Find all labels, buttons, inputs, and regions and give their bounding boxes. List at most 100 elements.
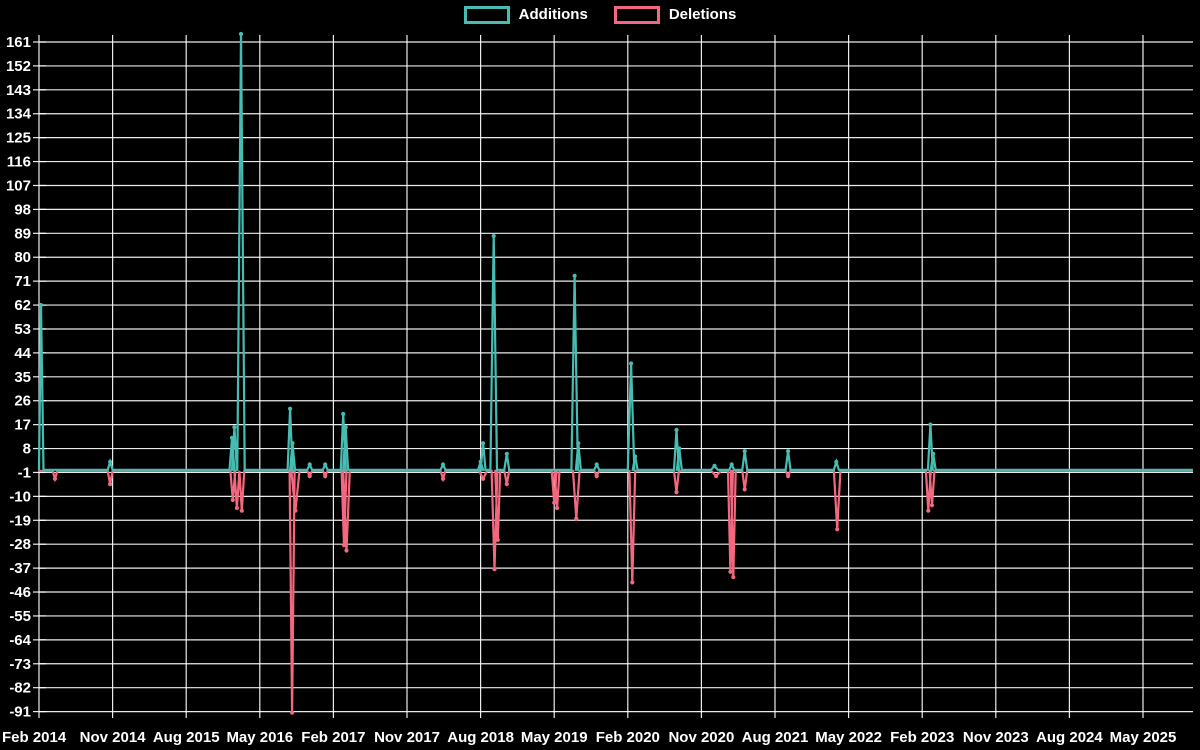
data-point-additions bbox=[674, 427, 679, 432]
y-axis-tick-label: 107 bbox=[6, 177, 31, 194]
y-axis-tick-label: 17 bbox=[14, 417, 31, 434]
data-point-deletions bbox=[440, 476, 446, 481]
legend-item-additions[interactable]: Additions bbox=[463, 5, 588, 25]
data-point-deletions bbox=[714, 474, 719, 479]
legend: Additions Deletions bbox=[0, 5, 1200, 25]
x-axis-tick-label: Aug 2021 bbox=[742, 729, 809, 746]
legend-swatch-additions bbox=[463, 6, 510, 24]
data-point-additions bbox=[491, 233, 496, 239]
y-axis-tick-label: -82 bbox=[9, 680, 31, 697]
data-point-additions bbox=[440, 462, 446, 467]
data-point-additions bbox=[629, 361, 634, 366]
x-axis-tick-label: Nov 2023 bbox=[963, 729, 1029, 746]
y-axis-tick-label: 71 bbox=[14, 273, 31, 290]
data-point-additions bbox=[323, 462, 328, 467]
data-point-additions bbox=[38, 303, 44, 308]
y-axis-tick-label: 116 bbox=[7, 154, 31, 171]
data-point-additions bbox=[576, 441, 581, 446]
data-point-deletions bbox=[341, 543, 347, 548]
y-axis-tick-label: 161 bbox=[6, 34, 31, 51]
legend-item-deletions[interactable]: Deletions bbox=[613, 5, 737, 25]
data-point-deletions bbox=[630, 580, 635, 585]
data-point-deletions bbox=[492, 567, 497, 572]
y-axis-tick-label: 125 bbox=[6, 130, 31, 147]
data-point-additions bbox=[931, 451, 936, 456]
data-point-additions bbox=[729, 462, 734, 467]
data-point-deletions bbox=[323, 474, 328, 479]
data-point-additions bbox=[343, 425, 348, 430]
data-point-deletions bbox=[929, 503, 935, 508]
y-axis-tick-label: -19 bbox=[9, 512, 31, 529]
data-point-deletions bbox=[742, 487, 747, 492]
data-point-additions bbox=[786, 449, 791, 454]
data-point-deletions bbox=[293, 508, 298, 513]
data-point-additions bbox=[232, 425, 237, 430]
data-point-additions bbox=[742, 449, 747, 454]
y-axis-tick-label: -28 bbox=[9, 536, 31, 553]
data-point-additions bbox=[341, 411, 346, 417]
x-axis-tick-label: Feb 2014 bbox=[2, 729, 67, 746]
axis-labels-layer: 161 152 143 134 125 116 107 98 89 80 71 62 53 44 35 26 1… bbox=[2, 34, 1176, 746]
legend-swatch-deletions bbox=[613, 6, 660, 24]
x-axis-tick-label: May 2022 bbox=[815, 729, 882, 746]
x-axis-tick-label: May 2019 bbox=[521, 729, 588, 746]
data-point-deletions bbox=[555, 505, 560, 511]
x-axis-tick-label: Nov 2020 bbox=[668, 729, 734, 746]
data-point-deletions bbox=[290, 710, 295, 715]
series-layer bbox=[37, 31, 1193, 715]
x-axis-tick-label: Aug 2024 bbox=[1036, 729, 1103, 746]
y-axis-tick-label: -73 bbox=[9, 656, 31, 673]
y-axis-tick-label: 152 bbox=[6, 58, 31, 75]
data-point-deletions bbox=[239, 508, 244, 513]
data-point-additions bbox=[504, 451, 509, 456]
data-point-additions bbox=[238, 31, 244, 37]
data-point-additions bbox=[712, 463, 717, 468]
data-point-additions bbox=[288, 406, 293, 411]
data-point-deletions bbox=[108, 482, 113, 487]
x-axis-tick-label: Feb 2020 bbox=[596, 729, 660, 746]
y-axis-tick-label: 80 bbox=[14, 249, 31, 266]
data-point-additions bbox=[633, 454, 638, 459]
data-point-deletions bbox=[495, 537, 500, 543]
y-axis-tick-label: 35 bbox=[14, 369, 31, 386]
y-axis-tick-label: 134 bbox=[6, 106, 32, 123]
y-axis-tick-label: -1 bbox=[18, 464, 31, 481]
data-point-additions bbox=[677, 446, 682, 451]
x-axis-tick-label: May 2016 bbox=[226, 729, 293, 746]
data-point-additions bbox=[594, 462, 599, 467]
y-axis-tick-label: -91 bbox=[9, 704, 31, 721]
data-point-deletions bbox=[574, 516, 579, 521]
y-axis-tick-label: 26 bbox=[14, 393, 31, 410]
data-point-deletions bbox=[504, 482, 509, 487]
data-point-deletions bbox=[674, 490, 679, 495]
data-point-additions bbox=[307, 462, 312, 467]
x-axis-tick-label: Nov 2017 bbox=[374, 729, 440, 746]
y-axis-tick-label: -37 bbox=[9, 560, 31, 577]
y-axis-tick-label: 89 bbox=[14, 225, 31, 242]
data-point-deletions bbox=[835, 527, 840, 532]
y-axis-tick-label: -55 bbox=[9, 608, 31, 625]
data-point-deletions bbox=[481, 476, 486, 481]
x-axis-tick-label: Nov 2014 bbox=[80, 729, 147, 746]
series-deletions bbox=[39, 469, 1193, 715]
data-point-additions bbox=[834, 459, 839, 464]
legend-label-additions: Additions bbox=[518, 6, 588, 23]
y-axis-tick-label: 44 bbox=[14, 345, 31, 362]
y-axis-tick-label: -10 bbox=[9, 488, 31, 505]
y-axis-tick-label: 53 bbox=[14, 321, 31, 338]
y-axis-tick-label: 98 bbox=[14, 201, 31, 218]
data-point-deletions bbox=[728, 569, 733, 574]
series-additions bbox=[37, 31, 1193, 471]
data-point-deletions bbox=[731, 575, 736, 580]
data-point-additions bbox=[229, 435, 235, 440]
data-point-deletions bbox=[230, 497, 235, 503]
data-point-deletions bbox=[926, 508, 931, 513]
data-point-deletions bbox=[786, 474, 791, 479]
data-point-additions bbox=[928, 422, 933, 427]
legend-label-deletions: Deletions bbox=[668, 6, 737, 23]
data-point-additions bbox=[478, 459, 483, 464]
x-axis-tick-label: Aug 2015 bbox=[153, 729, 220, 746]
y-axis-tick-label: -46 bbox=[9, 584, 31, 601]
